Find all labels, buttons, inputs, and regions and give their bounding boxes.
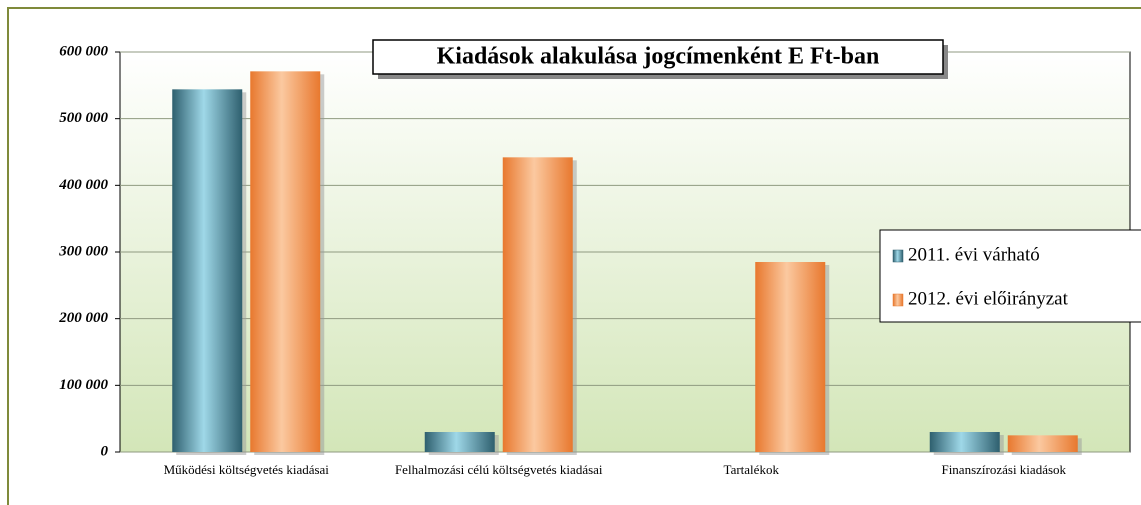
bar [424, 432, 495, 452]
legend-swatch [892, 293, 904, 307]
y-tick-label: 0 [101, 443, 109, 459]
title-box [372, 39, 944, 75]
chart-title: Kiadások alakulása jogcímenként E Ft-ban [437, 44, 880, 70]
y-tick-label: 100 000 [59, 377, 108, 393]
x-tick-label: Finanszírozási kiadások [941, 462, 1067, 477]
bar [929, 432, 1000, 452]
bar [502, 157, 573, 453]
x-tick-label: Működési költségvetés kiadásai [163, 462, 329, 477]
legend-label: 2012. évi előirányzat [908, 288, 1069, 309]
bar [1007, 435, 1078, 452]
y-tick-label: 200 000 [58, 310, 108, 326]
legend-box [879, 229, 1141, 323]
bar [172, 89, 243, 452]
y-tick-label: 400 000 [58, 177, 108, 193]
y-tick-label: 600 000 [59, 43, 108, 59]
legend-label: 2011. évi várható [908, 244, 1040, 265]
x-tick-label: Felhalmozási célú költségvetés kiadásai [394, 462, 603, 477]
y-tick-label: 500 000 [59, 110, 108, 126]
y-tick-label: 300 000 [58, 243, 108, 259]
bar [250, 71, 321, 452]
x-tick-label: Tartalékok [723, 462, 779, 477]
legend-swatch [892, 249, 904, 263]
frame [7, 7, 1141, 505]
bar [755, 262, 826, 452]
